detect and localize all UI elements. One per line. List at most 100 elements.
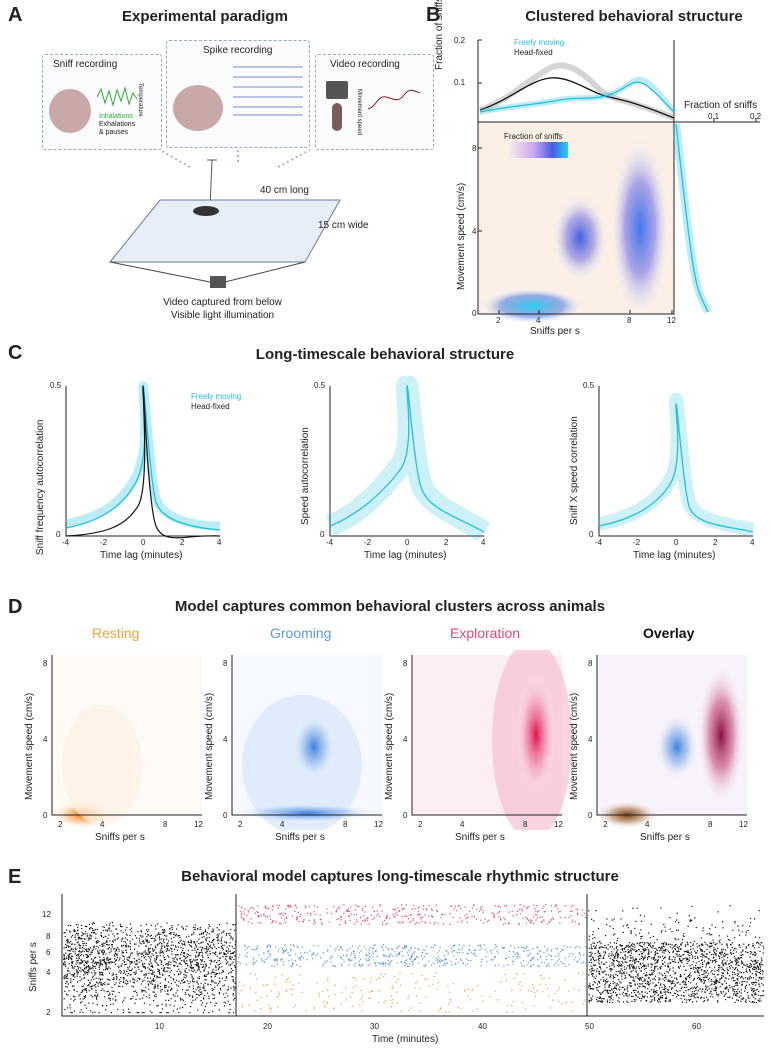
d2-xtick-3: 12	[374, 820, 383, 829]
raster-point	[601, 998, 603, 1000]
raster-point	[360, 998, 362, 1000]
raster-point	[256, 945, 258, 947]
raster-point	[152, 972, 154, 974]
raster-point	[90, 967, 92, 969]
raster-point	[122, 972, 124, 974]
raster-point	[619, 986, 621, 988]
raster-point	[65, 952, 67, 954]
raster-point	[118, 985, 120, 987]
raster-point	[173, 936, 175, 938]
raster-point	[701, 949, 703, 951]
raster-point	[217, 964, 219, 966]
raster-point	[503, 905, 506, 907]
raster-point	[74, 953, 76, 955]
raster-point	[323, 1004, 325, 1006]
raster-point	[366, 954, 368, 957]
raster-point	[105, 963, 107, 965]
raster-point	[157, 933, 159, 935]
raster-point	[745, 947, 747, 949]
raster-point	[716, 980, 719, 982]
raster-point	[176, 933, 178, 935]
raster-point	[94, 1011, 96, 1013]
raster-point	[197, 954, 199, 956]
raster-point	[86, 935, 88, 937]
raster-point	[615, 988, 617, 990]
raster-point	[136, 980, 138, 982]
raster-point	[459, 958, 462, 960]
raster-point	[575, 956, 577, 959]
raster-point	[230, 956, 232, 958]
raster-point	[186, 971, 188, 974]
raster-point	[402, 908, 404, 910]
raster-point	[99, 949, 101, 951]
raster-point	[358, 952, 360, 954]
raster-point	[662, 974, 664, 976]
raster-point	[118, 992, 120, 994]
raster-point	[658, 947, 660, 949]
raster-point	[614, 977, 616, 979]
raster-point	[85, 996, 87, 998]
raster-point	[257, 915, 259, 917]
raster-point	[689, 974, 691, 976]
raster-point	[305, 907, 307, 909]
raster-point	[163, 942, 165, 944]
raster-point	[106, 943, 108, 946]
raster-point	[191, 977, 193, 979]
raster-point	[86, 963, 88, 965]
raster-point	[195, 989, 197, 991]
raster-point	[91, 988, 93, 990]
raster-point	[295, 960, 297, 962]
raster-point	[183, 952, 185, 954]
raster-point	[571, 1001, 573, 1003]
raster-point	[719, 965, 721, 967]
raster-point	[107, 944, 109, 946]
raster-point	[585, 961, 587, 963]
raster-point	[626, 988, 628, 990]
raster-point	[427, 915, 430, 917]
raster-point	[661, 995, 663, 997]
raster-point	[664, 950, 666, 952]
raster-point	[88, 983, 90, 986]
raster-point	[238, 961, 240, 963]
raster-point	[660, 907, 662, 909]
raster-point	[374, 962, 376, 965]
raster-point	[246, 952, 248, 954]
raster-point	[532, 948, 534, 950]
raster-point	[453, 944, 455, 946]
raster-point	[164, 958, 166, 961]
raster-point	[206, 947, 208, 949]
raster-point	[714, 970, 716, 972]
raster-point	[718, 970, 720, 972]
raster-point	[694, 917, 696, 919]
raster-point	[194, 991, 196, 993]
raster-point	[639, 977, 641, 979]
raster-point	[163, 931, 165, 934]
raster-point	[77, 968, 79, 970]
raster-point	[269, 1007, 271, 1009]
raster-point	[731, 971, 734, 973]
raster-point	[609, 999, 611, 1001]
raster-point	[376, 910, 378, 912]
raster-point	[409, 921, 411, 924]
raster-point	[696, 967, 699, 969]
raster-point	[134, 935, 136, 937]
raster-point	[147, 953, 149, 956]
raster-point	[218, 993, 220, 995]
raster-point	[738, 964, 740, 967]
raster-point	[697, 976, 699, 979]
raster-point	[734, 980, 736, 982]
raster-point	[607, 992, 609, 994]
raster-point	[639, 978, 641, 980]
raster-point	[105, 965, 107, 967]
raster-point	[348, 958, 350, 960]
raster-point	[729, 975, 731, 977]
raster-point	[610, 974, 612, 976]
raster-point	[152, 979, 154, 981]
raster-point	[591, 998, 593, 1000]
raster-point	[142, 964, 144, 966]
raster-point	[758, 910, 760, 912]
raster-point	[94, 932, 96, 934]
raster-point	[205, 979, 207, 981]
raster-point	[84, 967, 86, 969]
raster-point	[150, 965, 152, 967]
